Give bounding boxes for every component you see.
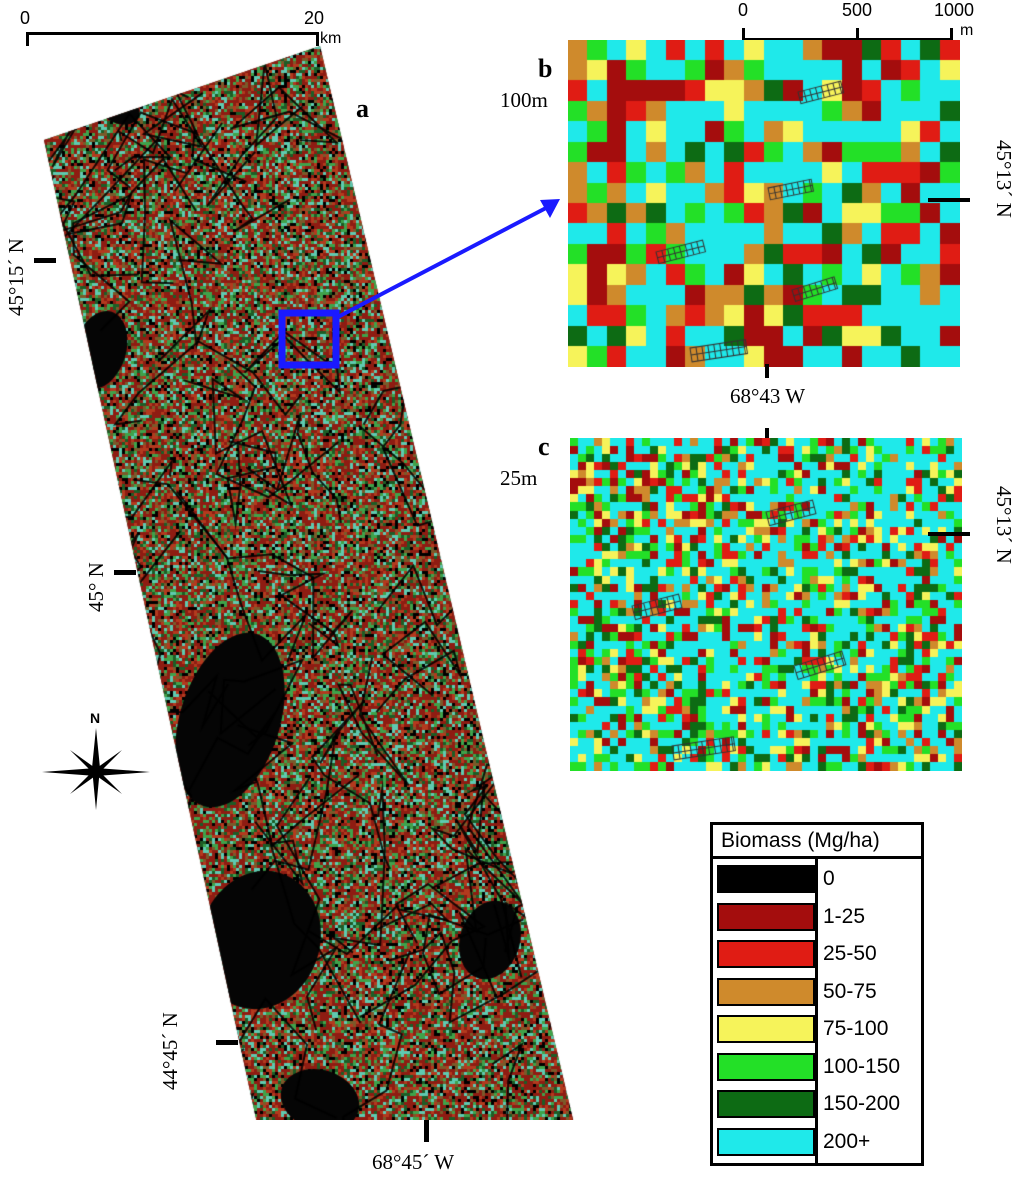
biomass-map-b bbox=[568, 40, 960, 367]
biomass-legend: Biomass (Mg/ha) 0 1-25 25-50 50-75 75-100 100… bbox=[710, 822, 924, 1166]
lon-label-a: 68°45´ W bbox=[372, 1150, 455, 1174]
biomass-map-c bbox=[570, 438, 962, 771]
lat-label-c: 45°13´ N bbox=[992, 486, 1016, 564]
legend-swatch-1 bbox=[717, 902, 815, 931]
panel-a-letter: a bbox=[356, 94, 369, 123]
lat-label-a-1: 45°15´ N bbox=[4, 238, 28, 316]
legend-swatch-2 bbox=[717, 940, 815, 968]
legend-title: Biomass (Mg/ha) bbox=[713, 825, 921, 859]
scale-b-tick-1000: 1000 bbox=[934, 0, 975, 20]
scale-a-tick-20: 20 bbox=[304, 8, 325, 28]
lon-label-b: 68°43 W bbox=[730, 384, 806, 408]
north-arrow-label: N bbox=[90, 710, 101, 726]
legend-label-6: 150-200 bbox=[823, 1092, 901, 1115]
legend-swatch-4 bbox=[717, 1015, 815, 1043]
compass-star-icon bbox=[42, 728, 150, 810]
scale-b-tick-0: 0 bbox=[738, 0, 749, 20]
legend-label-0: 0 bbox=[823, 867, 835, 890]
panel-b-resolution: 100m bbox=[500, 88, 548, 112]
legend-label-5: 100-150 bbox=[823, 1054, 901, 1078]
legend-label-7: 200+ bbox=[823, 1129, 871, 1153]
panel-c-letter: c bbox=[538, 432, 550, 461]
north-arrow: N bbox=[40, 710, 152, 818]
legend-swatch-3 bbox=[717, 977, 815, 1006]
legend-label-2: 25-50 bbox=[823, 942, 877, 965]
scale-b-unit: m bbox=[960, 22, 974, 39]
legend-label-3: 50-75 bbox=[823, 979, 877, 1003]
scale-bar-b: 0 500 1000 m bbox=[736, 0, 996, 44]
legend-swatch-0 bbox=[717, 865, 815, 893]
legend-swatch-6 bbox=[717, 1090, 815, 1118]
lat-label-a-3: 44°45´ N bbox=[158, 1012, 182, 1090]
lat-label-b: 45°13´ N bbox=[992, 140, 1016, 218]
scale-b-tick-500: 500 bbox=[842, 0, 873, 20]
legend-label-1: 1-25 bbox=[823, 904, 866, 928]
legend-label-4: 75-100 bbox=[823, 1017, 889, 1040]
scale-a-tick-0: 0 bbox=[20, 8, 31, 28]
legend-swatch-7 bbox=[717, 1127, 815, 1156]
panel-c-resolution: 25m bbox=[500, 466, 538, 490]
panel-b-letter: b bbox=[538, 54, 553, 83]
legend-swatch-5 bbox=[717, 1052, 815, 1081]
lat-label-a-2: 45° N bbox=[84, 562, 108, 612]
